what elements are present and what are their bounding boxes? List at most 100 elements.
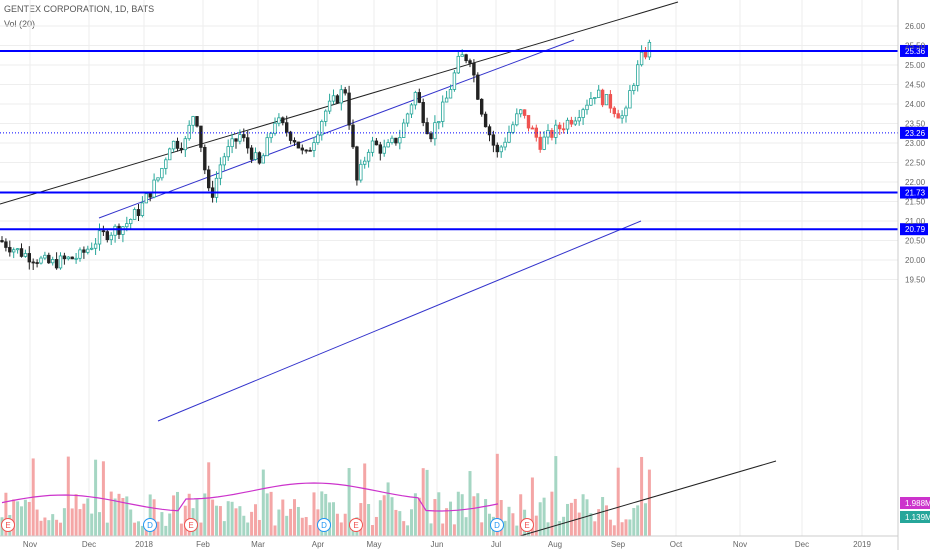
price-level-box — [900, 223, 928, 236]
volume-bar — [183, 505, 187, 536]
candle-body — [8, 247, 12, 253]
y-tick-label: 23.00 — [905, 139, 926, 148]
volume-bar — [476, 493, 480, 536]
candle-body — [300, 147, 304, 151]
volume-bar — [429, 523, 433, 536]
volume-bar — [597, 509, 601, 536]
candle-body — [109, 234, 113, 241]
candle-body — [144, 193, 148, 204]
x-tick-label: 2019 — [853, 540, 871, 549]
candle-body — [339, 89, 343, 104]
candle-body — [195, 116, 199, 127]
volume-bar — [534, 515, 538, 536]
candle-body — [312, 142, 316, 151]
candle-body — [308, 149, 312, 152]
candle-body — [296, 141, 301, 149]
volume-bar — [394, 509, 398, 536]
price-level-box — [900, 186, 928, 199]
volume-bar — [27, 501, 31, 536]
y-tick-label: 23.50 — [905, 120, 926, 129]
candle-body — [242, 134, 246, 139]
y-tick-label: 24.00 — [905, 100, 926, 109]
candle-body — [390, 137, 394, 144]
volume-bar — [406, 525, 410, 536]
x-tick-label: 2018 — [135, 540, 153, 549]
candle-body — [183, 138, 187, 151]
candle-body — [355, 146, 359, 181]
candle-body — [218, 164, 223, 179]
event-label: E — [524, 521, 529, 530]
candle-body — [245, 137, 250, 149]
candle-body — [632, 85, 636, 91]
volume-bar — [230, 501, 234, 536]
x-tick-label: Nov — [733, 540, 747, 549]
volume-value-box — [900, 497, 930, 509]
volume-bar — [374, 516, 378, 536]
volume-bar — [421, 468, 425, 536]
volume-bar — [324, 493, 328, 536]
volume-bar — [363, 463, 367, 536]
candle-body — [230, 138, 234, 148]
volume-bar — [156, 521, 160, 536]
candle-body — [405, 113, 410, 124]
volume-bar — [441, 523, 445, 536]
candle-body — [140, 202, 145, 216]
volume-bar — [20, 506, 23, 536]
candle-body — [401, 122, 406, 138]
candle-body — [277, 117, 281, 124]
y-tick-label: 25.00 — [905, 61, 926, 70]
candle-body — [378, 144, 382, 154]
volume-bar — [207, 462, 211, 536]
candle-body — [97, 230, 102, 245]
x-tick-label: Aug — [548, 540, 562, 549]
candle-body — [370, 140, 375, 153]
x-tick-label: Dec — [795, 540, 809, 549]
candle-body — [31, 261, 35, 264]
volume-bar — [488, 513, 491, 536]
volume-bar — [644, 503, 647, 536]
volume-bar — [417, 497, 421, 536]
x-tick-label: Jul — [491, 540, 501, 549]
volume-bar — [433, 499, 437, 536]
volume-bar — [480, 522, 484, 536]
candle-body — [261, 155, 265, 164]
candle-body — [550, 129, 554, 138]
volume-bar — [573, 498, 577, 536]
candle-body — [495, 144, 499, 153]
volume-bar — [343, 513, 347, 536]
volume-bar — [152, 499, 156, 536]
candle-body — [78, 249, 82, 259]
candle-body — [304, 149, 308, 152]
volume-bar — [199, 522, 203, 536]
volume-bar — [382, 495, 386, 536]
volume-bar — [589, 513, 593, 536]
volume-bar — [468, 471, 472, 536]
candle-body — [600, 89, 605, 106]
candle-body — [62, 255, 67, 260]
candle-body — [464, 54, 468, 62]
volume-bar — [59, 522, 62, 536]
volume-bar — [168, 513, 172, 536]
candle-body — [343, 89, 347, 94]
volume-bar — [585, 499, 589, 536]
candle-body — [175, 140, 180, 149]
volume-bar — [472, 496, 476, 536]
candle-body — [105, 231, 109, 241]
volume-bar — [47, 520, 51, 536]
candle-body — [160, 168, 164, 179]
volume-bar — [437, 492, 441, 536]
volume-bar — [339, 522, 343, 536]
volume-bar — [608, 519, 612, 536]
candle-body — [593, 97, 597, 99]
candle-body — [203, 146, 207, 171]
candle-body — [569, 119, 574, 125]
candle-body — [39, 257, 43, 264]
y-tick-label: 19.50 — [905, 276, 926, 285]
volume-bar — [593, 521, 597, 536]
channel-upper-line — [98, 39, 575, 219]
candle-body — [573, 120, 577, 125]
volume-bar — [499, 500, 503, 536]
candle-body — [316, 134, 320, 144]
